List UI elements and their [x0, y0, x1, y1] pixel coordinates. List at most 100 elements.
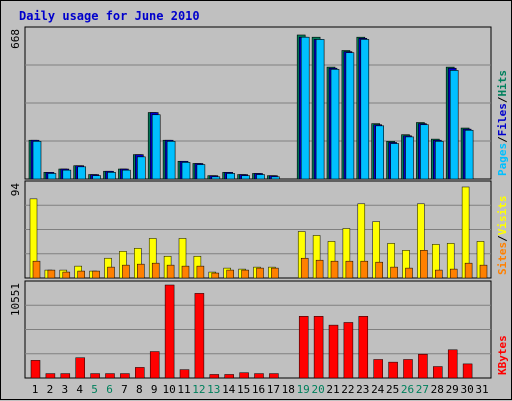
bar-sites-day-4 [77, 270, 85, 279]
bar-kbytes-day-6 [105, 373, 115, 379]
x-tick-label-day-13: 13 [207, 383, 220, 396]
bar-sites-day-14 [226, 269, 234, 279]
legend-sites: Sites [496, 242, 509, 275]
bar-pages-day-14 [226, 173, 235, 180]
bar-kbytes-day-16 [254, 373, 264, 379]
bar-sites-day-24 [375, 261, 383, 279]
bar-sites-day-5 [92, 270, 100, 279]
bar-sites-day-16 [256, 267, 264, 279]
bar-pages-day-6 [107, 172, 116, 180]
bar-sites-day-20 [315, 259, 324, 279]
x-tick-label-day-26: 26 [401, 383, 414, 396]
x-tick-label-day-28: 28 [431, 383, 444, 396]
bar-kbytes-day-9 [149, 351, 160, 379]
legend-pages: Pages [496, 143, 509, 176]
panel-3-legend: KBytes [496, 335, 509, 375]
bar-kbytes-day-10 [164, 284, 175, 379]
bar-sites-day-21 [330, 260, 339, 279]
bar-kbytes-day-15 [239, 372, 249, 379]
x-tick-label-day-30: 30 [460, 383, 473, 396]
bar-kbytes-day-4 [75, 357, 85, 379]
bar-sites-day-11 [181, 265, 190, 279]
x-tick-label-day-8: 8 [136, 383, 143, 396]
bar-pages-day-24 [375, 125, 385, 180]
bar-kbytes-day-1 [30, 360, 41, 379]
legend-separator: / [496, 136, 509, 143]
x-tick-label-day-14: 14 [222, 383, 236, 396]
bar-kbytes-day-13 [209, 374, 220, 379]
bar-pages-day-7 [122, 169, 131, 180]
x-tick-label-day-5: 5 [91, 383, 98, 396]
x-tick-label-day-7: 7 [121, 383, 128, 396]
bar-kbytes-day-3 [60, 373, 71, 379]
x-tick-label-day-20: 20 [311, 383, 324, 396]
bar-sites-day-10 [166, 264, 175, 279]
x-tick-label-day-21: 21 [326, 383, 339, 396]
x-tick-label-day-17: 17 [267, 383, 280, 396]
bar-sites-day-23 [360, 260, 369, 279]
bar-kbytes-day-12 [194, 293, 205, 379]
bar-pages-day-5 [92, 175, 101, 180]
bar-pages-day-12 [196, 164, 206, 180]
legend-kbytes: KBytes [496, 335, 509, 375]
bar-sites-day-13 [211, 272, 220, 279]
panel-1-legend: Pages/Files/Hits [496, 70, 509, 176]
bar-sites-day-28 [435, 269, 443, 279]
x-tick-label-day-29: 29 [446, 383, 459, 396]
bar-kbytes-day-28 [433, 366, 443, 379]
bar-sites-day-7 [122, 264, 130, 279]
bar-sites-day-1 [32, 260, 41, 279]
bar-sites-day-3 [62, 271, 71, 279]
x-tick-label-day-24: 24 [371, 383, 385, 396]
bar-sites-day-25 [390, 266, 398, 279]
x-tick-label-day-22: 22 [341, 383, 354, 396]
bar-pages-day-4 [77, 166, 86, 180]
bar-pages-day-28 [434, 141, 444, 180]
x-tick-label-day-10: 10 [162, 383, 175, 396]
panel-2-ymax-label: 94 [9, 183, 22, 197]
x-tick-label-day-16: 16 [252, 383, 265, 396]
x-tick-label-day-31: 31 [475, 383, 488, 396]
x-tick-label-day-18: 18 [282, 383, 295, 396]
bar-pages-day-29 [449, 70, 459, 180]
bar-kbytes-day-20 [313, 316, 324, 379]
bar-kbytes-day-26 [403, 359, 413, 379]
bar-pages-day-2 [47, 173, 57, 180]
bar-pages-day-16 [256, 174, 265, 180]
bar-pages-day-3 [62, 169, 72, 180]
bar-kbytes-day-25 [388, 361, 398, 379]
bar-sites-day-6 [107, 266, 115, 279]
bar-kbytes-day-24 [373, 359, 383, 379]
bar-pages-day-25 [390, 143, 399, 180]
x-tick-label-day-4: 4 [76, 383, 83, 396]
bar-sites-day-17 [271, 267, 279, 279]
bar-sites-day-31 [479, 264, 488, 279]
x-tick-label-day-6: 6 [106, 383, 113, 396]
bar-pages-day-20 [315, 39, 325, 180]
x-tick-label-day-25: 25 [386, 383, 399, 396]
bar-pages-day-15 [241, 175, 250, 180]
bar-kbytes-day-19 [298, 316, 309, 379]
bar-kbytes-day-27 [418, 353, 428, 379]
bar-sites-day-22 [345, 260, 354, 279]
bar-sites-day-27 [420, 250, 428, 279]
bar-pages-day-10 [166, 141, 176, 180]
x-tick-label-day-1: 1 [32, 383, 39, 396]
x-tick-label-day-9: 9 [151, 383, 158, 396]
bar-sites-day-26 [405, 267, 413, 279]
bar-pages-day-19 [300, 36, 310, 180]
panel-1-ymax-label: 668 [9, 29, 22, 49]
chart-title: Daily usage for June 2010 [19, 9, 200, 23]
bar-pages-day-9 [151, 114, 161, 180]
bar-kbytes-day-23 [358, 316, 369, 379]
bar-kbytes-day-5 [90, 373, 100, 379]
x-tick-label-day-11: 11 [177, 383, 190, 396]
bar-sites-day-29 [449, 268, 458, 279]
x-tick-label-day-3: 3 [61, 383, 68, 396]
x-tick-label-day-27: 27 [416, 383, 429, 396]
bar-kbytes-day-2 [45, 373, 56, 379]
bar-kbytes-day-29 [447, 349, 458, 379]
bar-pages-day-1 [32, 141, 42, 180]
legend-separator: / [496, 235, 509, 242]
